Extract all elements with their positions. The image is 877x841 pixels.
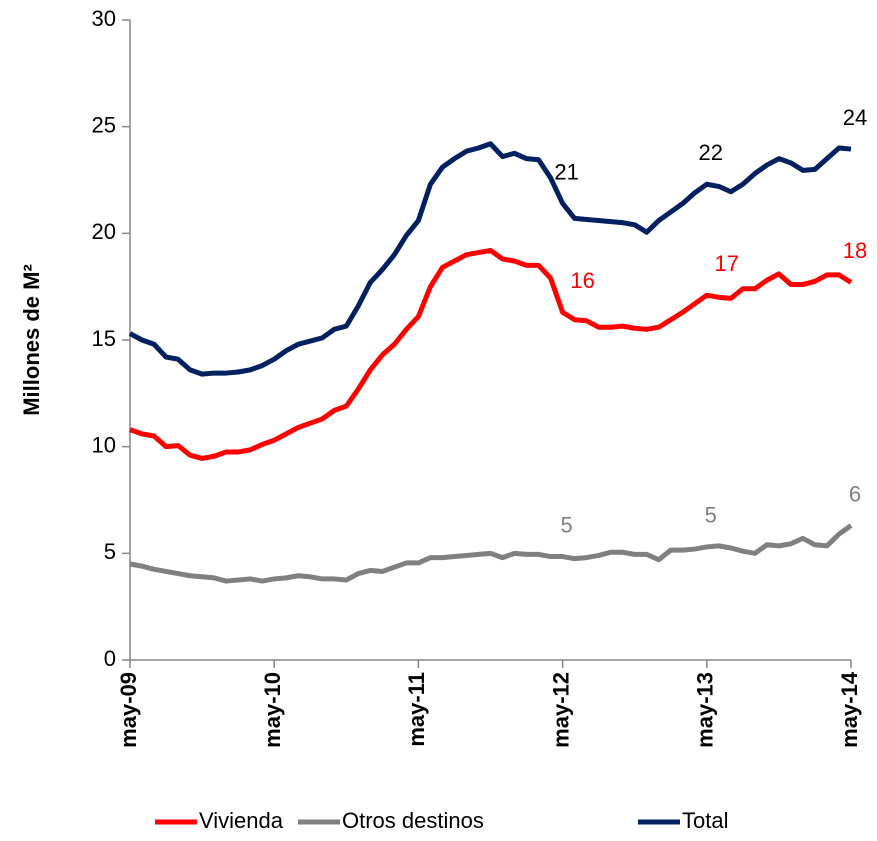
- data-label: 6: [849, 481, 861, 506]
- series-line: [128, 141, 852, 377]
- x-tick-label: may-14: [837, 671, 862, 748]
- data-label: 21: [554, 159, 578, 184]
- y-tick-label: 15: [92, 326, 116, 351]
- data-label: 24: [843, 105, 867, 130]
- x-tick-label: may-11: [404, 672, 429, 747]
- x-tick-label: may-10: [260, 672, 285, 748]
- data-label: 5: [705, 503, 717, 528]
- y-tick-label: 0: [104, 646, 116, 671]
- y-tick-label: 5: [104, 539, 116, 564]
- y-axis-label: Millones de M²: [19, 264, 44, 416]
- data-label: 5: [560, 512, 572, 537]
- x-tick-label: may-09: [116, 672, 141, 748]
- data-label: 22: [699, 140, 723, 165]
- data-label: 17: [715, 251, 739, 276]
- legend-label: Total: [682, 808, 728, 833]
- y-tick-label: 25: [92, 112, 116, 137]
- legend-label: Vivienda: [199, 808, 284, 833]
- data-label: 18: [843, 238, 867, 263]
- x-tick-label: may-13: [693, 672, 718, 748]
- y-tick-label: 20: [92, 219, 116, 244]
- legend-label: Otros destinos: [342, 808, 484, 833]
- series-line: [129, 523, 853, 584]
- y-tick-label: 30: [92, 6, 116, 31]
- series-line: [129, 247, 853, 461]
- data-label: 16: [570, 268, 594, 293]
- y-tick-label: 10: [92, 432, 116, 457]
- x-tick-label: may-12: [548, 672, 573, 748]
